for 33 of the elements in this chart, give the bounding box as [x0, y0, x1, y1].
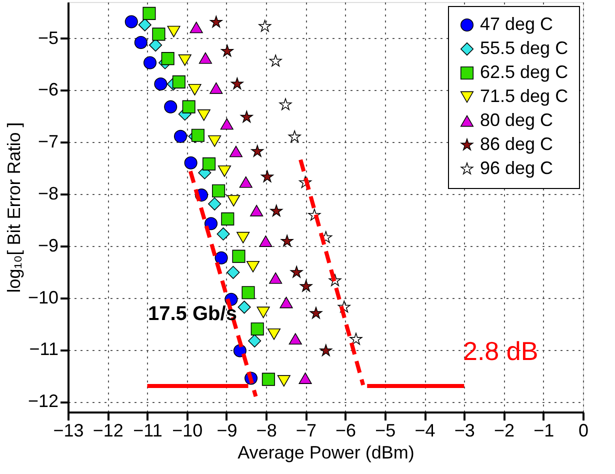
annotation: 17.5 Gb/s — [148, 303, 237, 325]
x-tick-label: −1 — [534, 420, 554, 440]
y-tick-label: −12 — [28, 391, 58, 412]
y-tick-label: −6 — [38, 80, 58, 100]
x-tick-label: −2 — [494, 420, 515, 440]
y-tick-label: −8 — [38, 184, 58, 204]
annotation: 2.8 dB — [463, 336, 538, 366]
legend-label: 55.5 deg C — [480, 38, 568, 58]
legend-label: 47 deg C — [480, 14, 554, 34]
x-tick-label: −11 — [133, 420, 162, 440]
x-tick-label: −8 — [256, 420, 277, 440]
x-tick-label: −13 — [53, 420, 84, 440]
legend-label: 96 deg C — [480, 158, 554, 178]
x-tick-label: −3 — [454, 420, 475, 440]
x-tick-label: 0 — [578, 420, 589, 440]
legend-label: 80 deg C — [480, 110, 554, 130]
legend-label: 71.5 deg C — [480, 86, 568, 106]
x-tick-label: −4 — [414, 420, 436, 440]
y-tick-label: −7 — [38, 132, 58, 152]
y-tick-label: −9 — [38, 235, 58, 256]
x-tick-label: −5 — [375, 420, 396, 440]
x-tick-label: −6 — [336, 420, 356, 440]
x-tick-label: −7 — [296, 420, 316, 440]
y-tick-label: −5 — [38, 28, 58, 48]
y-tick-label: −10 — [28, 287, 58, 308]
y-axis-title: log₁₀[ Bit Error Ratio ] — [4, 122, 24, 293]
x-axis-title: Average Power (dBm) — [238, 442, 414, 462]
legend-label: 62.5 deg C — [480, 62, 568, 82]
x-tick-label: −12 — [92, 420, 124, 440]
legend-label: 86 deg C — [480, 134, 554, 154]
x-tick-label: −9 — [216, 420, 238, 440]
y-tick-label: −11 — [29, 339, 58, 360]
x-tick-label: −10 — [172, 420, 203, 440]
